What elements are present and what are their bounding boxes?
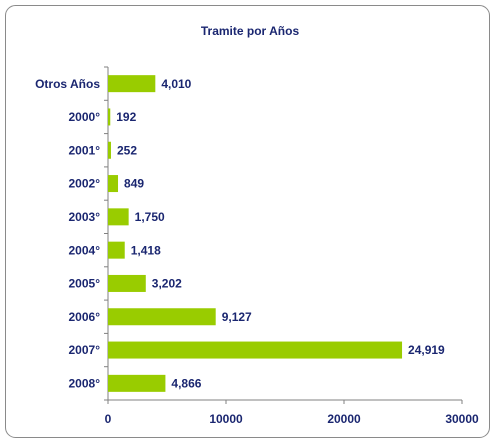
bar (108, 208, 129, 226)
bar (108, 308, 216, 326)
x-tick-label: 20000 (327, 412, 361, 426)
bar (108, 175, 119, 193)
value-label: 1,750 (135, 210, 165, 224)
bar (108, 108, 111, 126)
bar (108, 241, 125, 259)
bar (108, 341, 403, 359)
y-tick-label: 2002° (69, 177, 101, 191)
y-tick-label: 2000° (69, 110, 101, 124)
y-tick-label: 2006° (69, 310, 101, 324)
value-label: 4,010 (161, 77, 191, 91)
value-label: 3,202 (152, 277, 182, 291)
y-tick-label: 2001° (69, 143, 101, 157)
value-label: 192 (116, 110, 136, 124)
bar (108, 274, 146, 292)
value-label: 252 (117, 143, 137, 157)
chart-frame (5, 5, 490, 438)
bar (108, 374, 166, 392)
y-tick-label: 2004° (69, 243, 101, 257)
chart-title: Tramite por Años (201, 24, 300, 38)
y-tick-label: 2008° (69, 377, 101, 391)
y-tick-label: Otros Años (35, 77, 100, 91)
y-tick-label: 2007° (69, 343, 101, 357)
y-tick-label: 2003° (69, 210, 101, 224)
value-label: 1,418 (131, 243, 161, 257)
bar (108, 75, 156, 93)
bar (108, 141, 111, 159)
value-label: 849 (124, 177, 144, 191)
value-label: 4,866 (171, 377, 201, 391)
x-tick-label: 30000 (445, 412, 479, 426)
y-tick-label: 2005° (69, 277, 101, 291)
x-tick-label: 10000 (209, 412, 243, 426)
value-label: 24,919 (408, 343, 445, 357)
value-label: 9,127 (222, 310, 252, 324)
x-tick-label: 0 (105, 412, 112, 426)
